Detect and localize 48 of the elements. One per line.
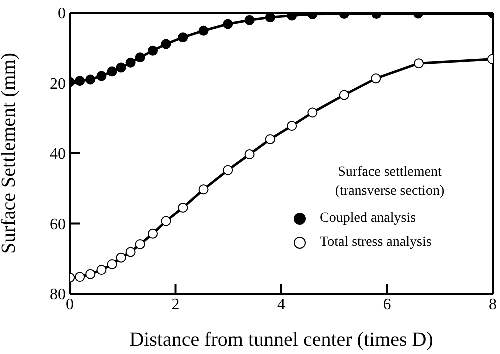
point: [244, 15, 255, 26]
x-tick-label: 8: [489, 296, 497, 314]
point: [161, 216, 172, 226]
point: [339, 90, 350, 100]
point: [308, 108, 318, 118]
point: [135, 52, 146, 63]
point: [178, 202, 188, 213]
point: [86, 74, 96, 85]
point: [148, 46, 158, 56]
point: [414, 58, 424, 69]
x-tick-label: 4: [278, 296, 286, 314]
point: [287, 121, 298, 132]
point: [265, 134, 276, 144]
point: [107, 66, 118, 77]
point: [96, 265, 107, 276]
y-tick-label: 0: [58, 6, 66, 23]
legend-label: Total stress analysis: [320, 235, 432, 251]
point: [244, 150, 255, 160]
point: [75, 272, 86, 282]
point: [178, 32, 188, 43]
x-tick-label: 2: [172, 296, 180, 314]
y-tick-label: 40: [50, 146, 66, 164]
point: [371, 74, 382, 84]
point: [161, 39, 172, 50]
y-tick-label: 60: [50, 216, 66, 234]
y-axis-title: Surface Settlement (mm): [0, 52, 20, 254]
point: [148, 228, 158, 239]
y-tick-label: 80: [50, 286, 66, 304]
point: [198, 184, 209, 195]
point: [116, 62, 126, 73]
point: [287, 13, 298, 21]
point: [223, 19, 234, 30]
point: [75, 76, 86, 86]
point: [223, 165, 234, 176]
point: [126, 58, 136, 68]
legend-label: Coupled analysis: [320, 211, 416, 227]
point: [265, 13, 276, 23]
point: [135, 239, 146, 250]
point: [96, 71, 107, 82]
point: [126, 247, 136, 258]
point: [116, 252, 126, 263]
y-tick-label: 20: [50, 76, 66, 93]
point: [107, 259, 118, 270]
legend-title: Surface settlement (transverse section): [334, 164, 446, 201]
x-tick-label: 6: [383, 296, 392, 314]
point: [86, 269, 96, 280]
x-axis-title: Distance from tunnel center (times D): [130, 329, 434, 351]
point: [198, 26, 209, 36]
